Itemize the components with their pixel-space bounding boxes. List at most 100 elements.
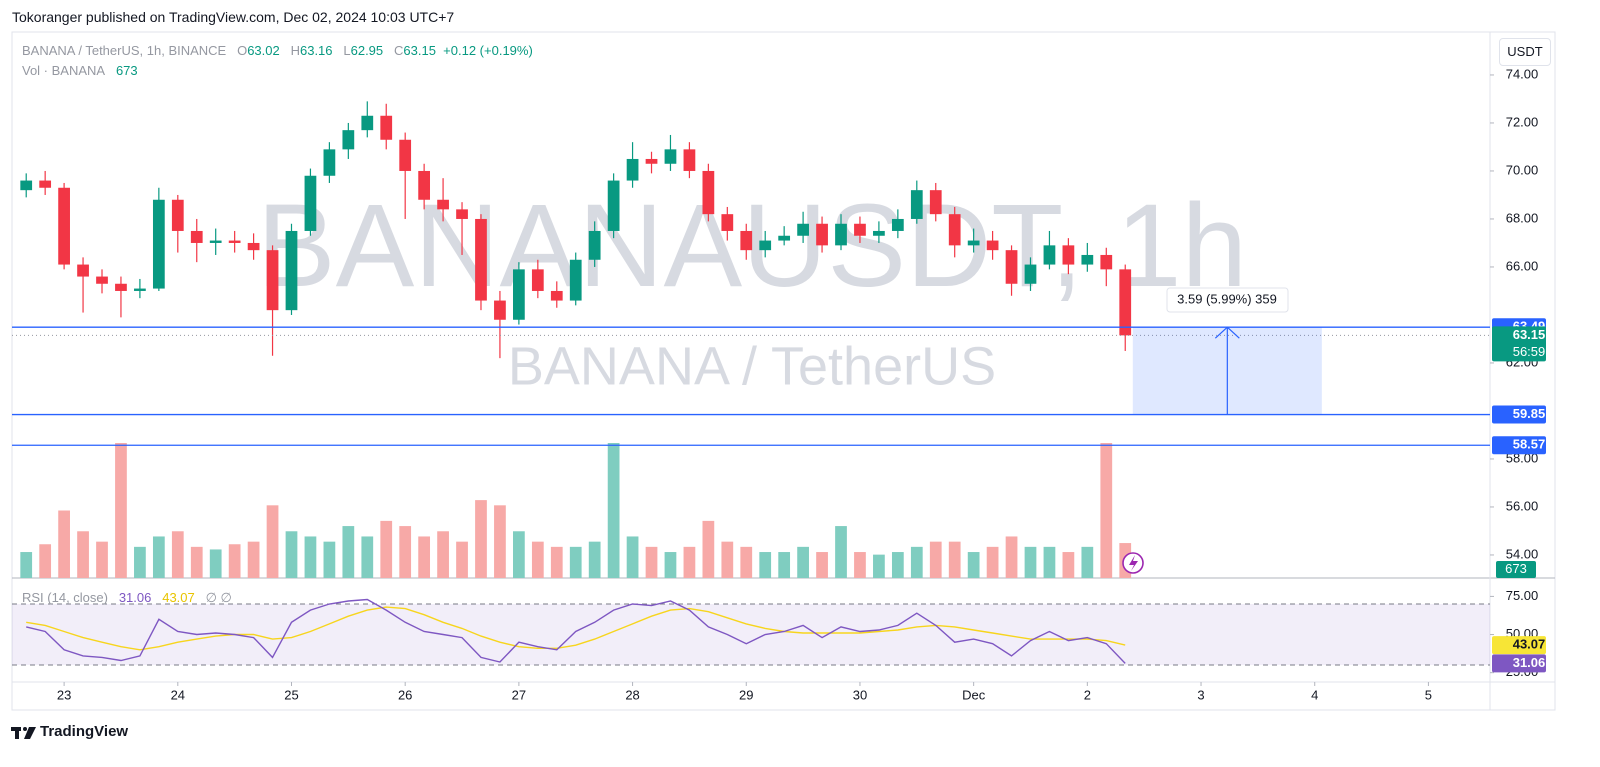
l-value: 62.95	[350, 43, 384, 58]
volume-bar	[721, 541, 734, 578]
volume-bar	[418, 536, 431, 578]
candle-body	[759, 240, 772, 251]
volume-bar	[683, 546, 696, 578]
rsi-value: 31.06	[118, 590, 152, 605]
volume-bar	[910, 546, 923, 578]
volume-bar	[891, 552, 904, 578]
x-tick-label: 5	[1425, 687, 1432, 702]
l-label: L	[343, 43, 351, 58]
volume-bar	[115, 443, 127, 578]
rsi-nulls: ∅ ∅	[205, 590, 232, 605]
candle-body	[323, 149, 336, 176]
h-value: 63.16	[299, 43, 333, 58]
candle-body	[1100, 254, 1113, 270]
candle-body	[152, 199, 165, 289]
logo-icon	[11, 727, 36, 739]
candle-body	[1043, 245, 1056, 265]
x-tick-label: 23	[57, 687, 71, 702]
candle-body	[96, 276, 108, 284]
volume-bar	[967, 552, 980, 578]
candle-body	[342, 130, 355, 150]
rsi-line	[26, 606, 1126, 651]
x-tick-label: 27	[512, 687, 526, 702]
candle-body	[190, 230, 203, 243]
y-tick-label: 66.00	[1506, 258, 1539, 273]
candle-body	[39, 180, 52, 188]
candle-body	[361, 115, 374, 131]
volume-bar	[607, 443, 620, 578]
rsi-band	[12, 604, 1490, 666]
y-tick-label: 72.00	[1506, 114, 1539, 129]
candle-body	[626, 158, 639, 181]
candle-body	[285, 230, 298, 311]
volume-bar	[266, 505, 279, 578]
volume-bar	[626, 536, 639, 578]
measure-label-box	[1166, 287, 1289, 313]
volume-bar	[740, 546, 753, 578]
candle-body	[266, 250, 279, 311]
candle-body	[607, 180, 620, 231]
volume-bar	[380, 520, 393, 578]
candle-body	[1005, 250, 1018, 284]
candle-body	[399, 139, 412, 171]
price-legend: BANANA / TetherUS, 1h, BINANCE O63.02 H6…	[22, 43, 533, 58]
y-tick-label: 54.00	[1506, 546, 1539, 561]
volume-bar	[437, 531, 449, 578]
candle-body	[854, 223, 866, 236]
candle-body	[645, 158, 658, 164]
footer-logo: TradingView	[40, 723, 129, 740]
x-tick-label: 25	[284, 687, 298, 702]
x-tick-label: 4	[1311, 687, 1318, 702]
price-badge-label: 63.15	[1513, 327, 1546, 342]
volume-bar	[797, 546, 809, 578]
volume-bar	[835, 526, 847, 578]
candle-body	[494, 300, 506, 320]
x-tick-label: 2	[1084, 687, 1091, 702]
candle-body	[20, 180, 33, 191]
volume-bar	[929, 541, 942, 578]
watermark-sub: BANANA / TetherUS	[508, 336, 996, 396]
candle-body	[1024, 264, 1037, 284]
measure-label: 3.59 (5.99%) 359	[1177, 291, 1277, 306]
h-label: H	[290, 43, 300, 58]
volume-bar	[96, 541, 108, 578]
volume-bar	[702, 520, 715, 578]
volume-bar	[228, 544, 241, 578]
volume-bar	[209, 549, 222, 578]
candle-body	[171, 199, 184, 231]
x-tick-label: Dec	[962, 687, 986, 702]
level-label: 58.57	[1513, 437, 1546, 452]
candle-body	[873, 230, 885, 236]
rsi-line	[26, 598, 1126, 664]
volume-bar	[778, 552, 791, 578]
price-badge	[1492, 326, 1546, 362]
volume-bar	[77, 531, 89, 578]
rsi-badge-label: 31.06	[1513, 655, 1546, 670]
candle-body	[115, 283, 127, 291]
publish-header: Tokoranger published on TradingView.com,…	[12, 9, 455, 25]
candle-body	[1081, 254, 1094, 265]
volume-bar	[247, 541, 260, 578]
candle-body	[58, 187, 70, 265]
change: +0.12 (+0.19%)	[443, 43, 533, 58]
volume-badge-label: 673	[1505, 561, 1527, 576]
candle-body	[134, 288, 146, 291]
level-badge	[1492, 405, 1546, 424]
countdown: 56:59	[1513, 344, 1546, 359]
candle-body	[778, 235, 791, 241]
level-badge	[1492, 436, 1546, 455]
volume-bar	[854, 552, 866, 578]
volume-bar	[1062, 552, 1075, 578]
o-value: 63.02	[247, 43, 280, 58]
rsi-legend: RSI (14, close) 31.06 43.07 ∅ ∅	[22, 590, 232, 606]
y-tick-label: 56.00	[1506, 498, 1539, 513]
currency-button[interactable]: USDT	[1499, 38, 1551, 66]
volume-bar	[494, 505, 506, 578]
candle-body	[929, 190, 942, 215]
rsi-badge	[1492, 636, 1546, 655]
x-tick-label: 28	[625, 687, 639, 702]
candle-body	[816, 223, 828, 246]
volume-bar	[1024, 546, 1037, 578]
candle-body	[513, 269, 525, 320]
